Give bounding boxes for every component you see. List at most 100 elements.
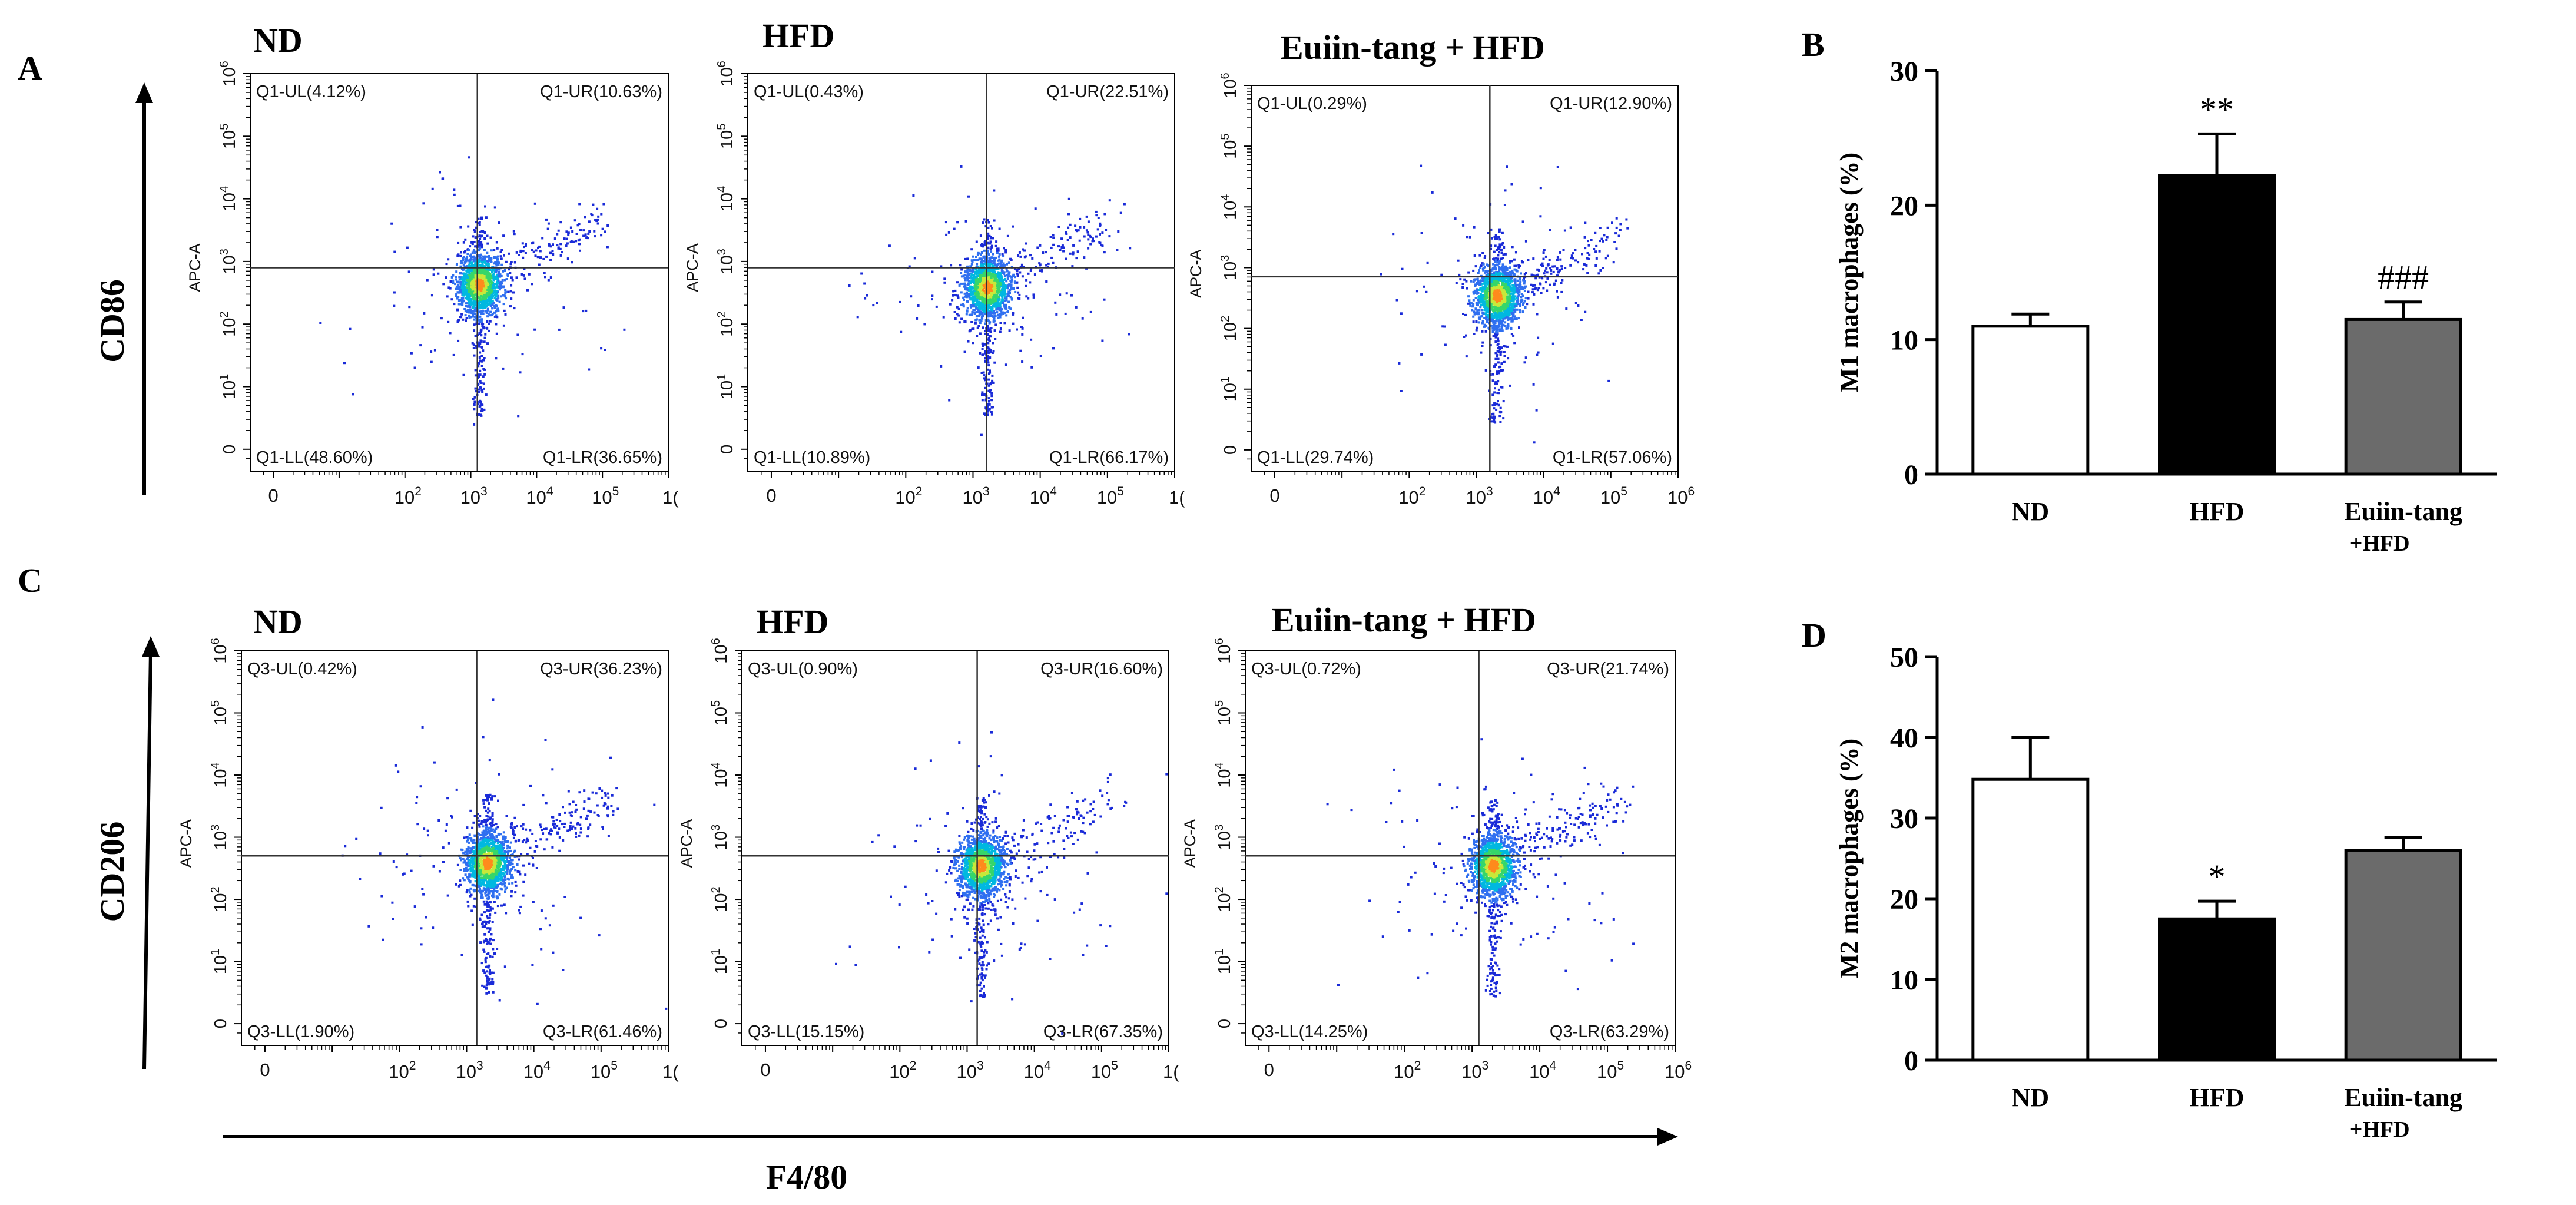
event-dot [1481, 345, 1484, 347]
event-dot [982, 371, 985, 374]
event-dot [1491, 379, 1494, 382]
y-tick-label: 106 [218, 61, 239, 86]
event-dot [475, 289, 478, 292]
event-dot [1473, 289, 1476, 292]
event-dot [483, 268, 486, 271]
event-dot [479, 386, 482, 389]
event-dot [468, 285, 471, 288]
event-dot [1476, 288, 1478, 291]
event-dot [1497, 392, 1500, 395]
event-dot [1009, 307, 1012, 310]
event-dot [1493, 313, 1496, 316]
event-dot [1497, 357, 1500, 360]
event-dot [967, 295, 970, 298]
event-dot [982, 278, 984, 280]
event-dot [983, 249, 986, 252]
event-dot [496, 290, 499, 293]
event-dot [1542, 287, 1545, 290]
event-dot [1002, 293, 1005, 296]
event-dot [1493, 391, 1496, 394]
event-dot [455, 278, 457, 281]
event-dot [1504, 267, 1507, 270]
event-dot [468, 295, 471, 297]
event-dot [1000, 275, 1003, 278]
event-dot [1474, 265, 1477, 268]
event-dot [489, 269, 492, 271]
event-dot [1513, 258, 1516, 261]
event-dot [1518, 290, 1521, 293]
event-dot [993, 219, 996, 222]
event-dot [966, 300, 969, 303]
event-dot [1052, 261, 1055, 264]
event-dot [1089, 310, 1092, 313]
event-dot [566, 257, 569, 260]
event-dot [1574, 249, 1577, 251]
event-dot [452, 282, 455, 284]
event-dot [1508, 292, 1511, 294]
event-dot [497, 275, 500, 277]
event-dot [1085, 229, 1088, 232]
event-dot [468, 301, 470, 304]
event-dot [545, 218, 548, 221]
event-dot [576, 224, 579, 227]
event-dot [1492, 263, 1495, 266]
event-dot [343, 362, 346, 365]
event-dot [475, 345, 478, 347]
event-dot [979, 279, 982, 282]
event-dot [494, 304, 497, 307]
event-dot [964, 257, 967, 260]
event-dot [991, 227, 993, 230]
event-dot [994, 315, 997, 317]
event-dot [1490, 270, 1493, 273]
event-dot [1423, 285, 1425, 288]
event-dot [1494, 286, 1497, 289]
event-dot [489, 292, 492, 294]
event-dot [487, 303, 490, 306]
event-dot [487, 286, 490, 289]
event-dot [1019, 271, 1022, 274]
event-dot [977, 285, 980, 288]
event-dot [1537, 336, 1540, 339]
event-dot [981, 391, 984, 394]
event-dot [1075, 257, 1078, 260]
event-dot [997, 316, 1000, 319]
event-dot [480, 355, 483, 357]
event-dot [990, 256, 993, 259]
event-dot [1560, 265, 1563, 268]
event-dot [986, 356, 989, 359]
event-dot [479, 359, 482, 362]
event-dot [472, 346, 475, 349]
event-dot [472, 276, 475, 279]
event-dot [491, 307, 494, 310]
event-dot [562, 306, 565, 309]
event-dot [505, 297, 508, 300]
event-dot [1482, 303, 1485, 306]
event-dot [983, 280, 986, 283]
event-dot [1101, 339, 1104, 342]
event-dot [1057, 226, 1060, 228]
event-dot [1004, 251, 1007, 254]
event-dot [976, 283, 979, 286]
event-dot [990, 315, 993, 317]
event-dot [1045, 251, 1047, 254]
event-dot [974, 280, 977, 283]
event-dot [988, 275, 991, 278]
event-dot [996, 251, 999, 254]
event-dot [480, 291, 483, 294]
event-dot [962, 305, 965, 308]
event-dot [1569, 264, 1572, 267]
event-dot [983, 255, 986, 258]
event-dot [975, 294, 978, 297]
event-dot [963, 350, 966, 353]
event-dot [1546, 289, 1549, 292]
event-dot [485, 326, 488, 329]
event-dot [470, 294, 473, 297]
event-dot [477, 222, 480, 225]
event-dot [436, 236, 439, 239]
event-dot [439, 171, 441, 174]
event-dot [600, 234, 603, 237]
plot-frame [747, 73, 1175, 472]
event-dot [996, 290, 999, 293]
event-dot [1052, 243, 1055, 246]
event-dot [981, 399, 984, 402]
